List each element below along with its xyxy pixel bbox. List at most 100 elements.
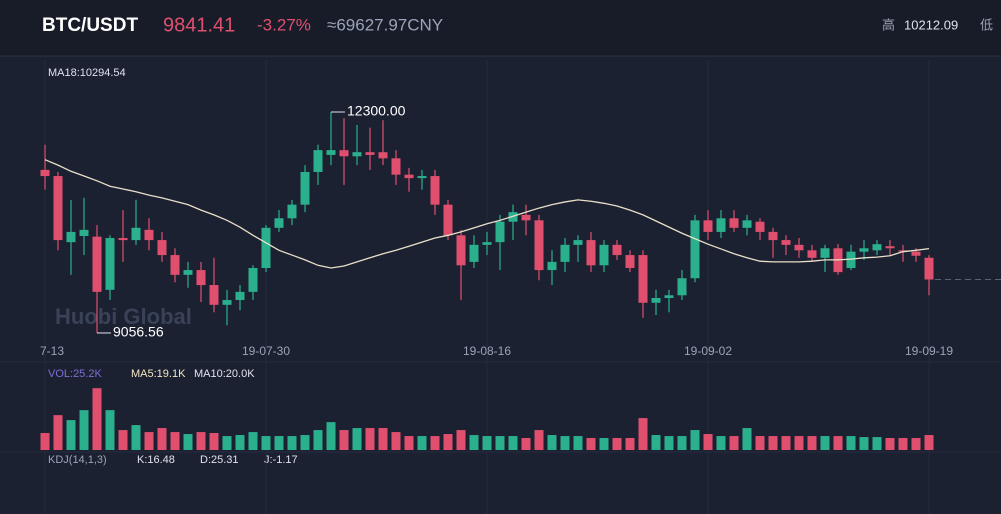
volume-bar [53, 415, 63, 450]
candle-body [469, 244, 479, 262]
candle-body [53, 176, 63, 241]
candle-body [599, 244, 609, 266]
candle-body [768, 231, 778, 241]
volume-bar [196, 432, 206, 450]
candle-body [924, 257, 934, 280]
volume-bar [430, 436, 440, 450]
volume-bar [235, 435, 245, 450]
volume-bar [859, 437, 869, 450]
volume-label: VOL:25.2K [48, 368, 102, 380]
high-label: 高 [882, 17, 895, 32]
volume-bar [716, 436, 726, 450]
ma-line [44, 159, 930, 269]
volume-bar [599, 438, 609, 450]
candle-body [794, 244, 804, 251]
volume-bar [534, 430, 544, 450]
candle-body [573, 240, 583, 245]
volume-bar [248, 432, 258, 450]
candle-body [586, 240, 596, 266]
candle-body [430, 176, 440, 205]
volume-bar [326, 422, 336, 450]
volume-bar [183, 434, 193, 450]
volume-bar [664, 436, 674, 450]
volume-bar [638, 418, 648, 450]
candle-body [872, 244, 882, 251]
candle-body [105, 238, 115, 290]
candle-body [547, 261, 557, 271]
volume-bar [755, 436, 765, 450]
volume-bar [300, 435, 310, 450]
volume-bar [365, 428, 375, 450]
x-tick-label: 19-09-19 [905, 344, 953, 358]
volume-bar [118, 430, 128, 450]
volume-bar [144, 432, 154, 450]
volume-bar [885, 438, 895, 450]
candle-body [703, 220, 713, 232]
candle-body [326, 150, 336, 155]
candle-body [79, 229, 89, 236]
candle-body [716, 218, 726, 232]
candle-body [820, 248, 830, 258]
watermark: Huobi Global [55, 304, 192, 329]
volume-bar [404, 436, 414, 450]
cny-price: ≈69627.97CNY [327, 15, 443, 34]
candle-body [170, 255, 180, 275]
candle-body [144, 229, 154, 241]
volume-bar [339, 430, 349, 450]
low-label: 低 [980, 17, 993, 32]
candle-body [66, 231, 76, 243]
volume-bar [911, 438, 921, 450]
candle-body [235, 291, 245, 301]
volume-bar [222, 436, 232, 450]
candle-body [807, 250, 817, 258]
x-tick-label: 7-13 [40, 344, 64, 358]
volume-bar [781, 436, 791, 450]
volume-bar [768, 436, 778, 450]
candle-body [209, 285, 219, 305]
candle-body [92, 236, 102, 292]
volume-bar [92, 388, 102, 450]
volume-bar [79, 410, 89, 450]
volume-bar [495, 436, 505, 450]
volume-bar [560, 436, 570, 450]
volume-bar [651, 435, 661, 450]
volume-bar [443, 434, 453, 450]
candle-body [482, 242, 492, 245]
volume-bar [170, 432, 180, 450]
candle-body [443, 204, 453, 236]
j-label: J:-1.17 [264, 454, 298, 466]
volume-bar [508, 436, 518, 450]
candle-body [456, 235, 466, 266]
candle-body [859, 248, 869, 252]
volume-bar [742, 428, 752, 450]
candle-body [183, 270, 193, 275]
x-tick-label: 19-07-30 [242, 344, 290, 358]
candle-body [781, 240, 791, 245]
d-label: D:25.31 [200, 454, 239, 466]
volume-bar [898, 438, 908, 450]
candle-body [248, 268, 258, 292]
candle-body [365, 152, 375, 155]
candle-body [651, 297, 661, 303]
candle-body [495, 221, 505, 243]
volume-bar [209, 433, 219, 450]
candle-body [417, 176, 427, 179]
candle-body [287, 204, 297, 219]
candle-body [118, 238, 128, 241]
volume-bar [586, 438, 596, 450]
low-label: 9056.56 [113, 324, 164, 340]
volume-bar [833, 436, 843, 450]
candle-body [625, 255, 635, 269]
candle-body [534, 220, 544, 271]
volume-bar [547, 435, 557, 450]
volume-bar [105, 410, 115, 450]
candle-body [885, 246, 895, 249]
volume-bar [417, 436, 427, 450]
volume-bar [261, 436, 271, 450]
ma5-label: MA5:19.1K [131, 368, 186, 380]
candle-body [911, 251, 921, 256]
candle-body [898, 250, 908, 252]
candle-body [196, 270, 206, 286]
